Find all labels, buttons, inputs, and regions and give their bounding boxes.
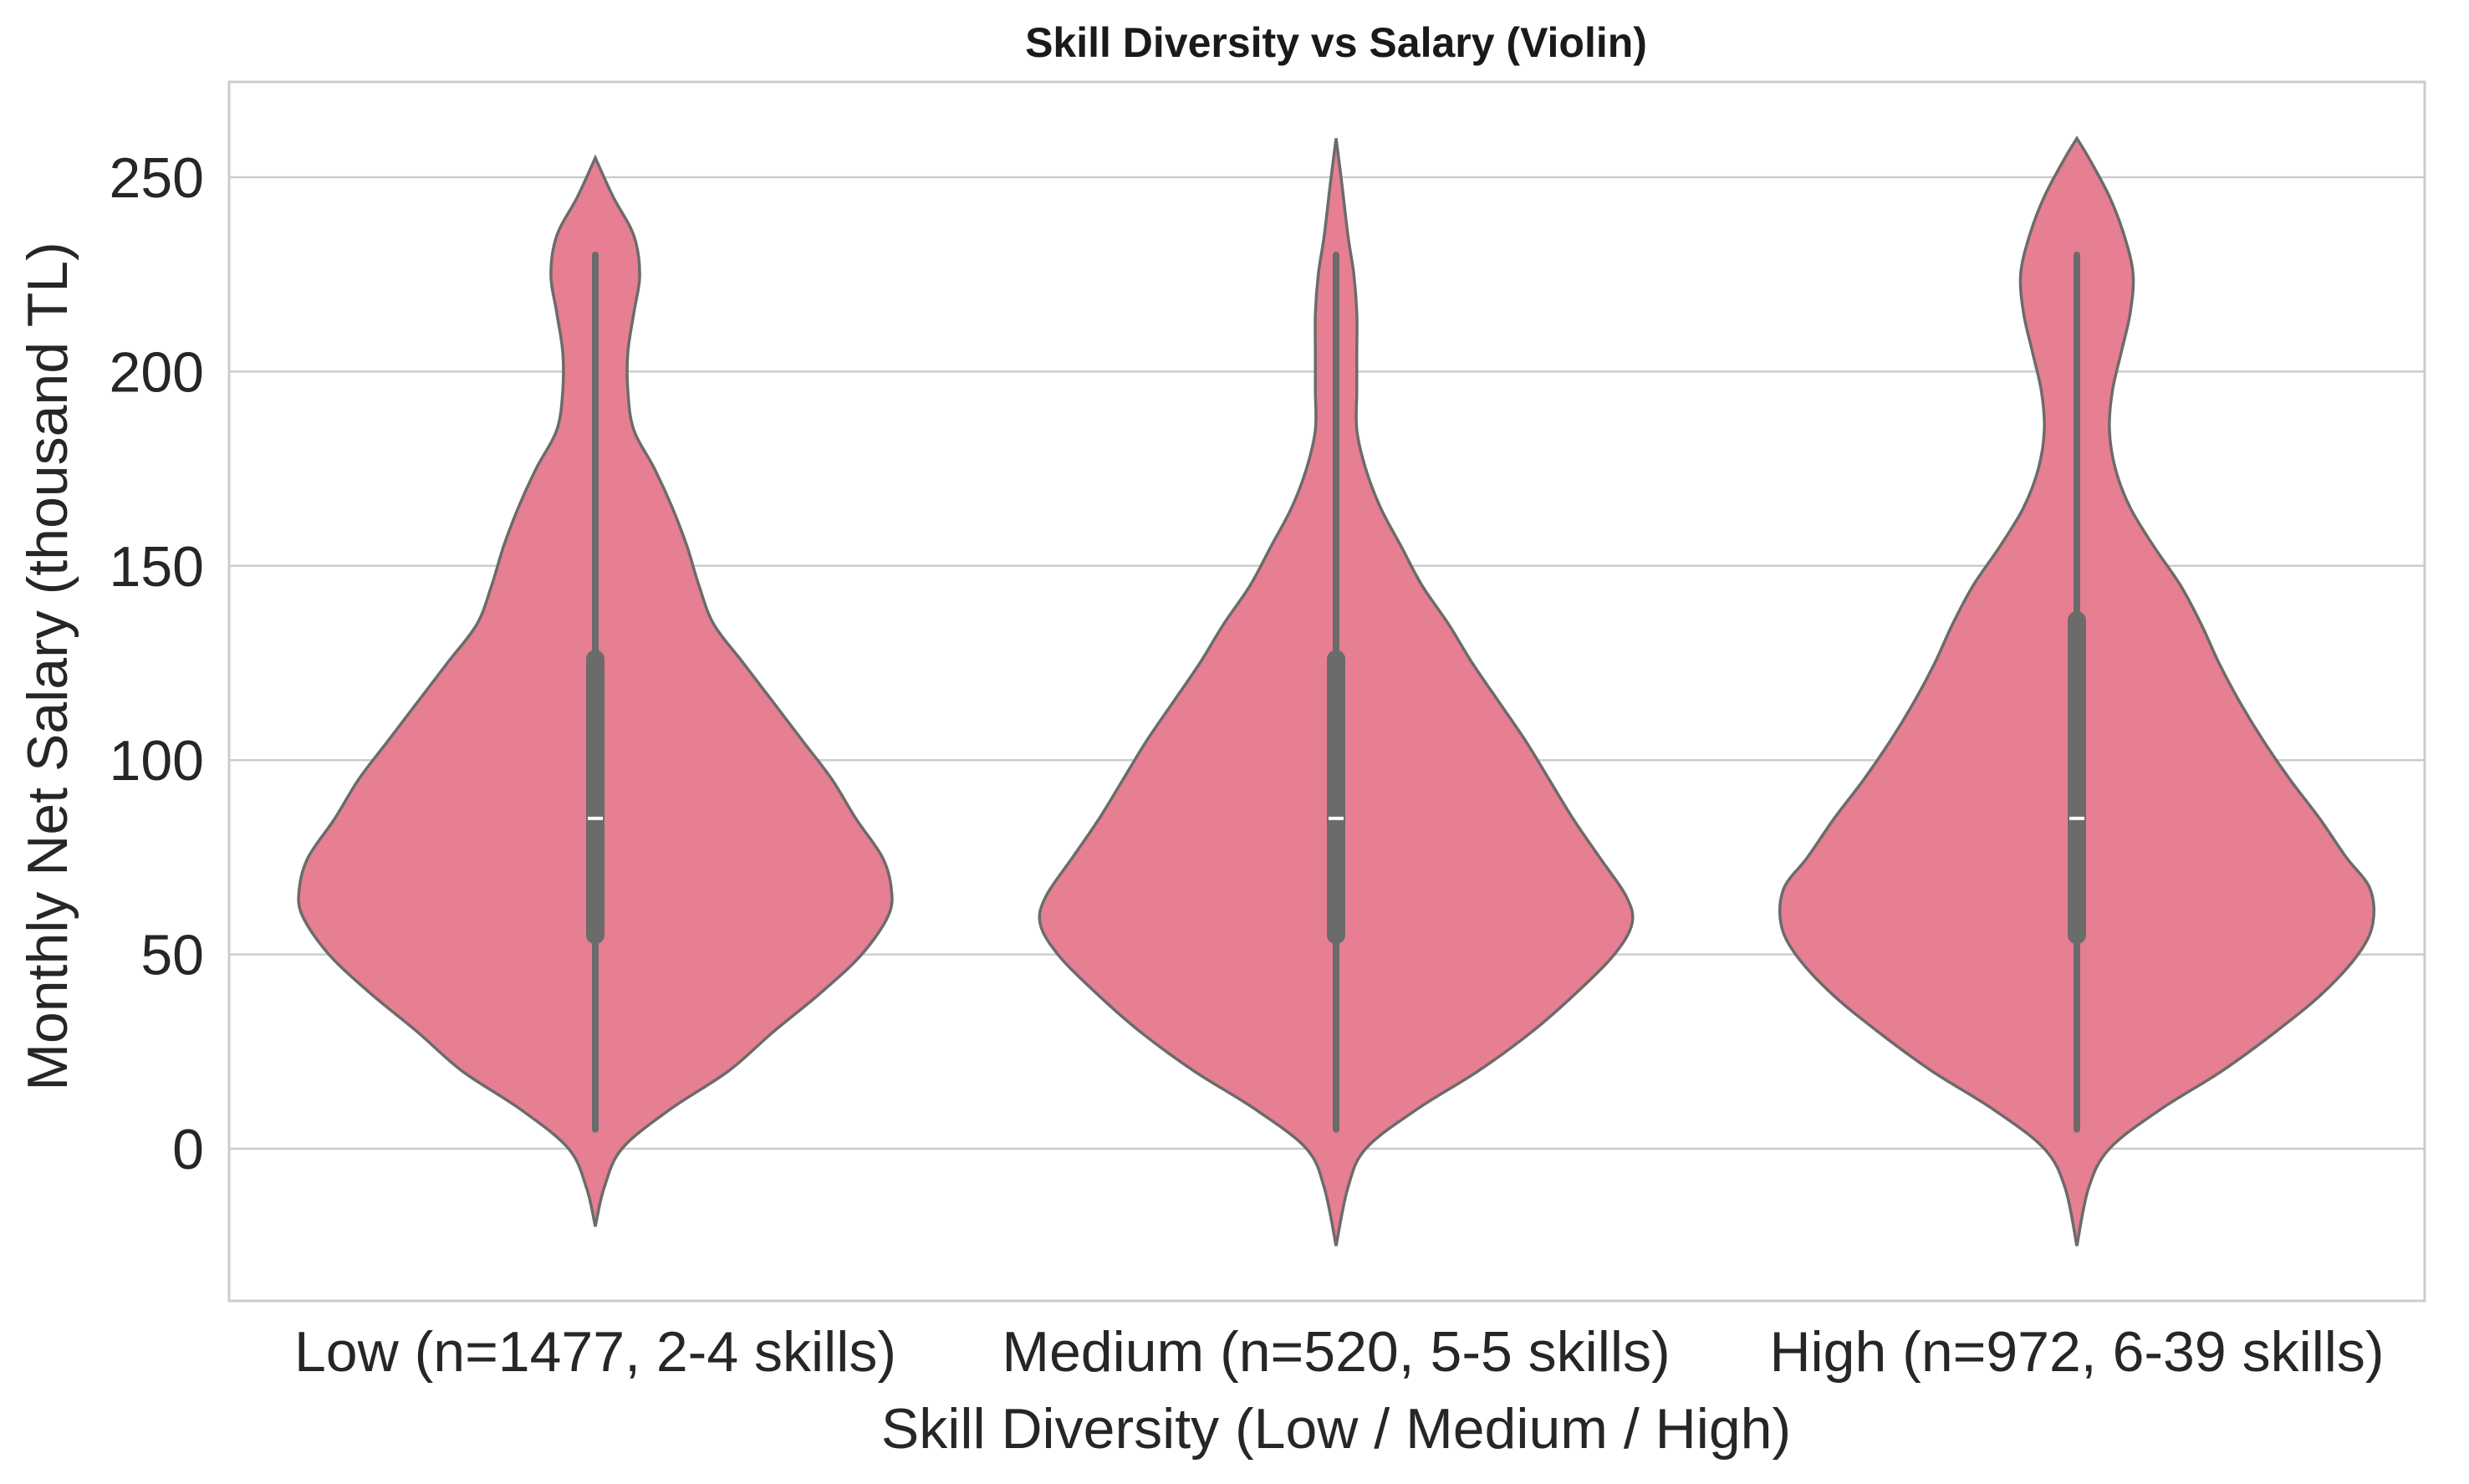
violin-2: [1038, 138, 1635, 1247]
y-tick-label: 250: [110, 146, 204, 210]
violin-3: [1778, 135, 2376, 1247]
x-tick-label: High (n=972, 6-39 skills): [1769, 1320, 2384, 1384]
x-tick-label: Medium (n=520, 5-5 skills): [1002, 1320, 1670, 1384]
chart-title: Skill Diversity vs Salary (Violin): [1025, 19, 1647, 66]
violins: [297, 135, 2376, 1247]
y-tick-label: 0: [172, 1118, 204, 1181]
y-tick-label: 100: [110, 729, 204, 793]
y-tick-labels: 0 50 100 150 200 250: [110, 146, 204, 1181]
y-tick-label: 50: [140, 924, 204, 987]
x-axis-label: Skill Diversity (Low / Medium / High): [881, 1397, 1791, 1461]
y-tick-label: 200: [110, 340, 204, 404]
x-tick-labels: Low (n=1477, 2-4 skills) Medium (n=520, 5…: [294, 1320, 2385, 1384]
y-axis-label: Monthly Net Salary (thousand TL): [16, 242, 79, 1090]
x-tick-label: Low (n=1477, 2-4 skills): [294, 1320, 896, 1384]
violin-1: [297, 154, 894, 1227]
y-tick-label: 150: [110, 535, 204, 599]
